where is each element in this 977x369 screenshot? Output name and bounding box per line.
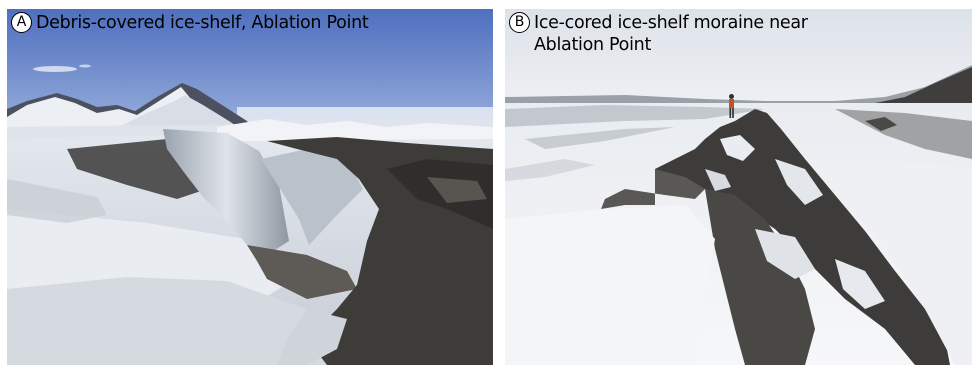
panel-a-letter: A	[11, 12, 32, 33]
debris-covered-ice-shelf-photo	[7, 9, 493, 365]
person-figure	[729, 99, 734, 108]
panel-a-caption: Debris-covered ice-shelf, Ablation Point	[36, 13, 369, 33]
panel-b-letter: B	[509, 12, 530, 33]
panel-a-photo: A Debris-covered ice-shelf, Ablation Poi…	[7, 9, 493, 365]
panel-a-label: A Debris-covered ice-shelf, Ablation Poi…	[11, 12, 369, 34]
panel-b-caption: Ice-cored ice-shelf moraine near Ablatio…	[534, 13, 808, 55]
ice-cored-moraine-photo	[505, 9, 972, 365]
panel-b-photo: B Ice-cored ice-shelf moraine near Ablat…	[505, 9, 972, 365]
panel-b-label: B Ice-cored ice-shelf moraine near Ablat…	[509, 12, 834, 56]
